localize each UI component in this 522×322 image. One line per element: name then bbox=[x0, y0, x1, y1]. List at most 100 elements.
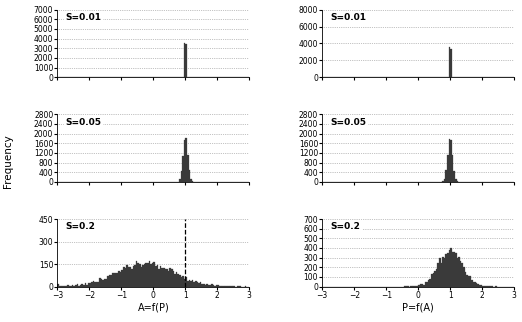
Bar bbox=[439, 258, 441, 287]
Bar bbox=[450, 49, 452, 77]
Bar bbox=[168, 271, 169, 287]
Bar bbox=[61, 286, 62, 287]
X-axis label: A=f(P): A=f(P) bbox=[137, 303, 169, 313]
Bar bbox=[442, 181, 444, 182]
Bar bbox=[193, 282, 195, 287]
Bar bbox=[450, 140, 452, 182]
Bar bbox=[112, 273, 113, 287]
Bar bbox=[448, 139, 450, 182]
Bar bbox=[115, 273, 116, 287]
Bar bbox=[460, 261, 461, 287]
Bar bbox=[436, 269, 437, 287]
Bar bbox=[99, 278, 101, 287]
Bar bbox=[463, 267, 465, 287]
Bar bbox=[203, 284, 205, 287]
Bar bbox=[182, 156, 184, 182]
Bar bbox=[166, 269, 168, 287]
Bar bbox=[109, 275, 110, 287]
Bar bbox=[65, 286, 67, 287]
Bar bbox=[133, 266, 134, 287]
Bar bbox=[434, 271, 436, 287]
Bar bbox=[128, 267, 129, 287]
Bar bbox=[418, 285, 420, 287]
Bar bbox=[468, 276, 469, 287]
Bar bbox=[184, 43, 185, 77]
Bar bbox=[125, 268, 126, 287]
Bar bbox=[75, 285, 77, 287]
Bar bbox=[187, 280, 188, 287]
Bar bbox=[101, 279, 102, 287]
Bar bbox=[77, 284, 78, 287]
Bar bbox=[433, 273, 434, 287]
Bar bbox=[458, 258, 460, 287]
Bar bbox=[428, 279, 430, 287]
Bar bbox=[420, 284, 421, 287]
Bar bbox=[481, 285, 482, 287]
Bar bbox=[454, 171, 455, 182]
Bar bbox=[466, 275, 468, 287]
Bar bbox=[126, 265, 128, 287]
Bar bbox=[205, 285, 206, 287]
Bar bbox=[454, 252, 455, 287]
Bar bbox=[457, 258, 458, 287]
Bar bbox=[455, 253, 457, 287]
Bar bbox=[179, 179, 181, 182]
Bar bbox=[190, 179, 192, 182]
Bar bbox=[421, 284, 423, 287]
Bar bbox=[465, 272, 466, 287]
Bar bbox=[415, 286, 417, 287]
Bar bbox=[59, 286, 61, 287]
Bar bbox=[452, 252, 454, 287]
Text: S=0.2: S=0.2 bbox=[65, 223, 95, 232]
Bar bbox=[437, 263, 439, 287]
Bar bbox=[144, 264, 146, 287]
Bar bbox=[179, 275, 181, 287]
Bar bbox=[104, 279, 105, 287]
Bar bbox=[116, 273, 118, 287]
Bar bbox=[173, 271, 174, 287]
Bar bbox=[182, 276, 184, 287]
Bar bbox=[161, 268, 163, 287]
Bar bbox=[474, 282, 476, 287]
Bar bbox=[426, 281, 428, 287]
Bar bbox=[447, 156, 448, 182]
Bar bbox=[442, 257, 444, 287]
Bar bbox=[445, 170, 447, 182]
Text: S=0.01: S=0.01 bbox=[65, 13, 101, 22]
Bar bbox=[131, 269, 133, 287]
Bar bbox=[107, 276, 109, 287]
Bar bbox=[227, 286, 229, 287]
Text: S=0.2: S=0.2 bbox=[330, 223, 360, 232]
Bar bbox=[91, 282, 92, 287]
Bar bbox=[224, 286, 226, 287]
Bar bbox=[147, 263, 149, 287]
Bar bbox=[226, 286, 227, 287]
Bar bbox=[153, 262, 155, 287]
Bar bbox=[68, 286, 70, 287]
Bar bbox=[140, 267, 142, 287]
Bar bbox=[441, 263, 442, 287]
Bar bbox=[163, 268, 164, 287]
Bar bbox=[157, 264, 158, 287]
Bar bbox=[478, 284, 479, 287]
Bar bbox=[206, 284, 208, 287]
Bar bbox=[472, 282, 474, 287]
Text: S=0.05: S=0.05 bbox=[330, 118, 366, 127]
Bar bbox=[197, 282, 198, 287]
Bar bbox=[216, 285, 217, 287]
Bar bbox=[423, 285, 424, 287]
Bar bbox=[171, 269, 173, 287]
Bar bbox=[431, 274, 433, 287]
Bar bbox=[217, 285, 219, 287]
Bar bbox=[188, 170, 190, 182]
Bar bbox=[430, 279, 431, 287]
Bar bbox=[413, 286, 415, 287]
Bar bbox=[92, 281, 94, 287]
Bar bbox=[214, 286, 216, 287]
Bar bbox=[102, 280, 104, 287]
Bar bbox=[461, 263, 463, 287]
Bar bbox=[471, 280, 472, 287]
Bar bbox=[184, 279, 185, 287]
Bar bbox=[110, 275, 112, 287]
Bar bbox=[185, 44, 187, 77]
